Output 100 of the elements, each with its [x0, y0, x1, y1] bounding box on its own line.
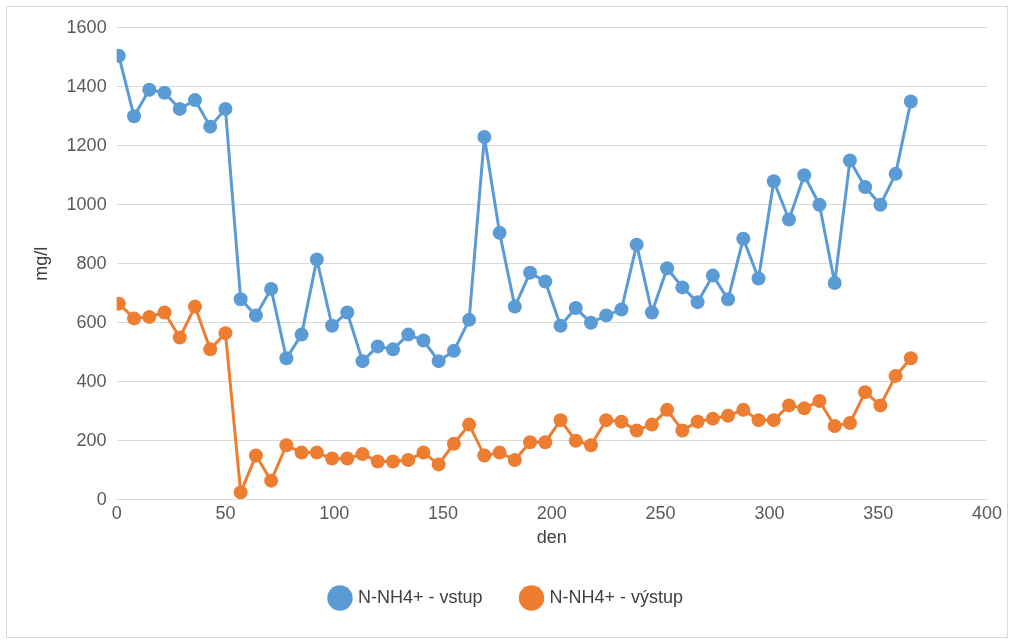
- point: [340, 451, 355, 466]
- x-tick-label: 300: [754, 502, 785, 523]
- point: [325, 318, 340, 333]
- point: [660, 261, 675, 276]
- legend-label: N-NH4+ - vstup: [357, 586, 483, 607]
- point: [203, 119, 218, 134]
- point: [385, 342, 400, 357]
- y-tick-label: 1400: [66, 75, 107, 96]
- point: [858, 385, 873, 400]
- point: [492, 225, 507, 240]
- x-tick-label: 350: [863, 502, 894, 523]
- point: [446, 436, 461, 451]
- point: [751, 413, 766, 428]
- point: [431, 354, 446, 369]
- point: [903, 351, 918, 366]
- point: [812, 197, 827, 212]
- point: [431, 457, 446, 472]
- point: [279, 438, 294, 453]
- point: [705, 411, 720, 426]
- point: [873, 398, 888, 413]
- point: [325, 451, 340, 466]
- point: [903, 94, 918, 109]
- point: [842, 416, 857, 431]
- point: [477, 129, 492, 144]
- point: [538, 435, 553, 450]
- point: [248, 308, 263, 323]
- legend-label: N-NH4+ - výstup: [549, 586, 684, 607]
- x-tick-label: 400: [971, 502, 1003, 523]
- y-tick-label: 400: [76, 370, 107, 391]
- point: [355, 447, 370, 462]
- point: [264, 473, 279, 488]
- y-tick-label: 1200: [66, 134, 107, 155]
- x-tick-label: 200: [536, 502, 567, 523]
- point: [172, 330, 187, 345]
- point: [233, 485, 248, 500]
- point: [644, 305, 659, 320]
- point: [721, 292, 736, 307]
- x-tick-label: 50: [215, 502, 236, 523]
- point: [279, 351, 294, 366]
- point: [583, 438, 598, 453]
- point: [599, 308, 614, 323]
- point: [553, 318, 568, 333]
- point: [827, 419, 842, 434]
- y-tick-label: 1600: [66, 16, 107, 37]
- x-tick-label: 100: [319, 502, 350, 523]
- point: [705, 268, 720, 283]
- point: [675, 280, 690, 295]
- point: [629, 423, 644, 438]
- point: [340, 305, 355, 320]
- point: [614, 414, 629, 429]
- point: [888, 166, 903, 181]
- point: [127, 311, 142, 326]
- point: [614, 302, 629, 317]
- point: [187, 299, 202, 314]
- point: [264, 281, 279, 296]
- point: [446, 343, 461, 358]
- point: [797, 401, 812, 416]
- point: [401, 452, 416, 467]
- y-tick-label: 800: [76, 252, 107, 273]
- point: [858, 180, 873, 195]
- point: [218, 101, 233, 116]
- point: [233, 292, 248, 307]
- point: [599, 413, 614, 428]
- point: [401, 327, 416, 342]
- point: [507, 299, 522, 314]
- x-tick-label: 250: [645, 502, 676, 523]
- point: [781, 398, 796, 413]
- point: [507, 452, 522, 467]
- y-tick-label: 1000: [66, 193, 107, 214]
- point: [157, 305, 172, 320]
- point: [553, 413, 568, 428]
- point: [523, 435, 538, 450]
- point: [309, 252, 324, 267]
- point: [827, 275, 842, 290]
- point: [187, 93, 202, 108]
- point: [416, 333, 431, 348]
- point: [203, 342, 218, 357]
- point: [355, 354, 370, 369]
- point: [751, 271, 766, 286]
- point: [812, 393, 827, 408]
- point: [142, 309, 157, 324]
- point: [309, 445, 324, 460]
- point: [781, 212, 796, 227]
- point: [766, 413, 781, 428]
- point: [675, 423, 690, 438]
- point: [690, 414, 705, 429]
- point: [248, 448, 263, 463]
- point: [172, 101, 187, 116]
- point: [523, 265, 538, 280]
- y-tick-label: 200: [76, 429, 107, 450]
- point: [568, 301, 583, 316]
- point: [583, 315, 598, 330]
- point: [477, 448, 492, 463]
- y-axis-title: mg/l: [30, 246, 51, 281]
- y-tick-label: 600: [76, 311, 107, 332]
- point: [127, 109, 142, 124]
- point: [660, 402, 675, 417]
- point: [644, 417, 659, 432]
- x-tick-label: 0: [111, 502, 122, 523]
- point: [873, 197, 888, 212]
